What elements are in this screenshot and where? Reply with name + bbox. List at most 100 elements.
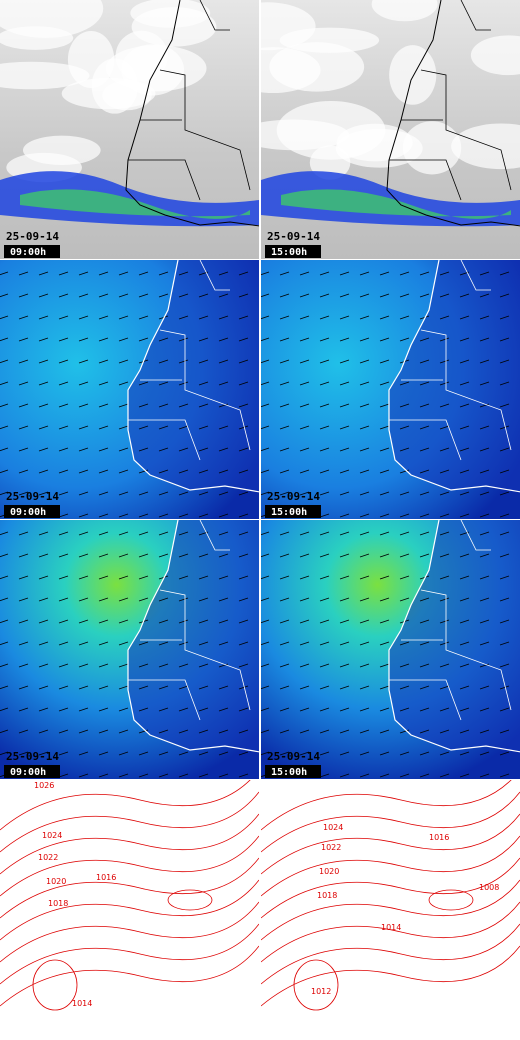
wind-arrow <box>238 315 249 320</box>
cloud <box>470 35 520 76</box>
map-panel: 25-09-14 09:00h <box>0 260 259 519</box>
wind-arrow <box>479 751 490 756</box>
wind-arrow <box>439 469 450 474</box>
wind-arrow <box>18 359 29 364</box>
isobar-label: 1018 <box>317 891 337 900</box>
wind-arrow <box>98 447 109 452</box>
wind-arrow <box>279 469 290 474</box>
wind-arrow <box>319 575 330 580</box>
wind-arrow <box>399 707 410 712</box>
wind-arrow <box>359 315 370 320</box>
wind-arrow <box>178 575 189 580</box>
isobar <box>261 923 520 985</box>
wind-arrow <box>38 271 49 276</box>
wind-arrow <box>58 729 69 734</box>
isobar-label: 1024 <box>42 831 62 840</box>
wind-arrow <box>138 293 149 298</box>
wind-arrow <box>261 447 270 452</box>
wind-arrow <box>138 663 149 668</box>
isobar-label: 1012 <box>311 987 331 996</box>
isobar-label: 1018 <box>48 899 68 908</box>
wind-arrow <box>499 513 510 518</box>
isobar-label: 1022 <box>321 843 341 852</box>
wind-arrow <box>138 271 149 276</box>
wind-arrow <box>439 337 450 342</box>
wind-arrow <box>359 553 370 558</box>
wind-arrow <box>261 469 270 474</box>
wind-arrow <box>18 491 29 496</box>
wind-arrow <box>319 359 330 364</box>
wind-arrow <box>319 729 330 734</box>
isobar <box>0 791 259 853</box>
wind-arrow <box>299 575 310 580</box>
wind-arrow <box>339 447 350 452</box>
wind-arrow <box>178 773 189 778</box>
wind-arrow <box>479 337 490 342</box>
wind-arrow <box>419 597 430 602</box>
wind-arrow <box>419 707 430 712</box>
wind-arrow <box>158 707 169 712</box>
wind-arrow <box>138 707 149 712</box>
cloud <box>22 135 101 166</box>
wind-arrow <box>379 553 390 558</box>
wind-arrow <box>118 337 129 342</box>
wind-arrow <box>439 553 450 558</box>
wind-arrow <box>419 271 430 276</box>
wind-arrow <box>479 773 490 778</box>
wind-arrow <box>499 381 510 386</box>
wind-arrow <box>158 663 169 668</box>
wind-arrow <box>78 575 89 580</box>
wind-arrow <box>459 619 470 624</box>
wind-arrow <box>158 491 169 496</box>
wind-arrow <box>18 425 29 430</box>
isobar <box>261 945 520 1007</box>
wind-arrow <box>379 359 390 364</box>
wind-arrow <box>339 597 350 602</box>
wind-arrow <box>379 513 390 518</box>
wind-arrow <box>439 729 450 734</box>
wind-arrow <box>118 359 129 364</box>
cloud <box>335 128 423 168</box>
isobar <box>261 835 520 897</box>
wind-arrow <box>439 425 450 430</box>
wind-arrow <box>319 619 330 624</box>
wind-arrow <box>118 425 129 430</box>
wind-arrow <box>419 381 430 386</box>
wind-arrow <box>339 337 350 342</box>
wind-arrow <box>419 469 430 474</box>
wind-arrow <box>78 315 89 320</box>
wind-arrow <box>319 513 330 518</box>
wind-arrow <box>459 575 470 580</box>
isobar-label: 1016 <box>429 833 449 842</box>
wind-arrow <box>459 447 470 452</box>
wind-arrow <box>319 469 330 474</box>
wind-arrow <box>78 381 89 386</box>
wind-arrow <box>479 553 490 558</box>
wind-arrow <box>18 751 29 756</box>
wind-arrow <box>238 663 249 668</box>
wind-arrow <box>439 597 450 602</box>
wind-arrow <box>78 729 89 734</box>
wind-arrow <box>218 729 229 734</box>
wind-arrow <box>178 729 189 734</box>
wind-arrow <box>238 729 249 734</box>
wind-arrow <box>299 531 310 536</box>
wind-arrow <box>78 751 89 756</box>
wind-arrow <box>379 271 390 276</box>
wind-arrow <box>479 707 490 712</box>
wind-arrow <box>18 663 29 668</box>
wind-arrow <box>479 425 490 430</box>
wind-arrow <box>18 641 29 646</box>
wind-arrow <box>78 553 89 558</box>
wind-arrow <box>299 315 310 320</box>
wind-arrow <box>419 447 430 452</box>
wind-arrow <box>58 469 69 474</box>
wind-arrow <box>439 381 450 386</box>
wind-arrow <box>261 271 270 276</box>
wind-arrow <box>198 381 209 386</box>
wind-arrow <box>499 491 510 496</box>
wind-arrow <box>359 447 370 452</box>
wind-arrow <box>459 315 470 320</box>
wind-arrow <box>178 685 189 690</box>
wind-arrow <box>158 425 169 430</box>
